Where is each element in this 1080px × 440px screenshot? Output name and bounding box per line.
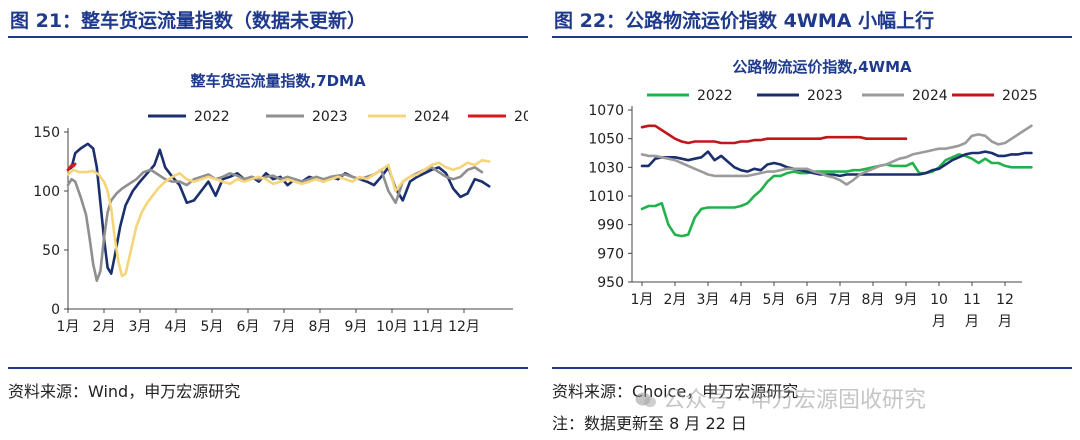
y-tick-label: 150 bbox=[33, 125, 60, 141]
right-figure-title: 图 22：公路物流运价指数 4WMA 小幅上行 bbox=[554, 10, 935, 32]
legend-label-2023: 2023 bbox=[807, 88, 843, 104]
left-chart: 整车货运流量指数,7DMA 2022 2023 2024 2025 0 50 100 150 1月… bbox=[33, 72, 528, 335]
x-tick-label: 7月 bbox=[273, 319, 296, 335]
x-tick-label: 6月 bbox=[237, 319, 260, 335]
x-tick-label: 9月 bbox=[345, 319, 368, 335]
x-tick-label: 9月 bbox=[895, 292, 918, 308]
series-line-2022 bbox=[640, 153, 1033, 238]
y-tick-label: 970 bbox=[597, 246, 624, 262]
left-source: 资料来源：Wind，申万宏源研究 bbox=[8, 382, 241, 401]
x-tick-label: 2月 bbox=[93, 319, 116, 335]
right-chart: 公路物流运价指数,4WMA 2022 2023 2024 2025 950 970 990 10… bbox=[588, 58, 1038, 330]
x-tick-label: 1月 bbox=[57, 319, 80, 335]
series-line-2025 bbox=[66, 162, 77, 172]
x-tick-label: 5月 bbox=[201, 319, 224, 335]
series-line-2023 bbox=[640, 150, 1033, 178]
chart-title: 公路物流运价指数,4WMA bbox=[732, 58, 912, 76]
legend-label-2022: 2022 bbox=[697, 88, 733, 104]
legend-label-2025: 2025 bbox=[1002, 88, 1038, 104]
legend-label-2023: 2023 bbox=[312, 109, 348, 125]
right-note: 注：数据更新至 8 月 22 日 bbox=[552, 414, 747, 433]
watermark-text: 公众号 · 申万宏源固收研究 bbox=[663, 388, 926, 413]
x-tick-label: 4月 bbox=[165, 319, 188, 335]
y-tick-label: 1010 bbox=[588, 189, 624, 205]
series-line-2024 bbox=[640, 124, 1033, 186]
right-source: 资料来源：Choice，申万宏源研究 bbox=[552, 382, 799, 401]
x-tick-label: 10月 bbox=[376, 319, 408, 335]
series-line-2025 bbox=[640, 124, 908, 145]
right-title-rule bbox=[552, 36, 1072, 38]
series-line-2024 bbox=[66, 159, 491, 278]
legend-label-2022: 2022 bbox=[194, 109, 230, 125]
legend-label-2024: 2024 bbox=[414, 109, 450, 125]
y-tick-label: 100 bbox=[33, 184, 60, 200]
x-tick-label: 11月 bbox=[412, 319, 444, 335]
right-bottom-rule bbox=[552, 367, 1072, 369]
x-tick-label: 4月 bbox=[730, 292, 753, 308]
x-tick-label: 3月 bbox=[697, 292, 720, 308]
series-line-2022 bbox=[66, 142, 491, 275]
left-bottom-rule bbox=[8, 367, 528, 369]
right-panel: 图 22：公路物流运价指数 4WMA 小幅上行 公路物流运价指数,4WMA 202… bbox=[552, 0, 1072, 440]
x-tick-label: 5月 bbox=[763, 292, 786, 308]
legend-label-2025: 2025 bbox=[514, 109, 528, 125]
watermark: 公众号 · 申万宏源固收研究 bbox=[635, 382, 926, 414]
chart-title: 整车货运流量指数,7DMA bbox=[190, 72, 366, 90]
x-tick-label: 12月 bbox=[448, 319, 480, 335]
x-tick-label: 7月 bbox=[829, 292, 852, 308]
wechat-icon bbox=[635, 392, 656, 408]
left-figure-title: 图 21：整车货运流量指数（数据未更新） bbox=[10, 10, 367, 32]
legend-label-2024: 2024 bbox=[912, 88, 948, 104]
x-tick-label: 2月 bbox=[664, 292, 687, 308]
y-tick-label: 990 bbox=[597, 218, 624, 234]
y-tick-label: 1030 bbox=[588, 160, 624, 176]
x-tick-label: 8月 bbox=[862, 292, 885, 308]
x-tick-label: 6月 bbox=[796, 292, 819, 308]
y-tick-label: 1070 bbox=[588, 103, 624, 119]
y-tick-label: 950 bbox=[597, 275, 624, 291]
left-title-rule bbox=[8, 36, 528, 38]
y-tick-label: 1050 bbox=[588, 132, 624, 148]
left-panel: 图 21：整车货运流量指数（数据未更新） 整车货运流量指数,7DMA 2022 20… bbox=[8, 0, 528, 440]
x-tick-label: 1月 bbox=[631, 292, 654, 308]
x-tick-label: 3月 bbox=[129, 319, 152, 335]
y-tick-label: 50 bbox=[42, 243, 60, 259]
y-tick-label: 0 bbox=[51, 302, 60, 318]
x-tick-label: 8月 bbox=[309, 319, 332, 335]
